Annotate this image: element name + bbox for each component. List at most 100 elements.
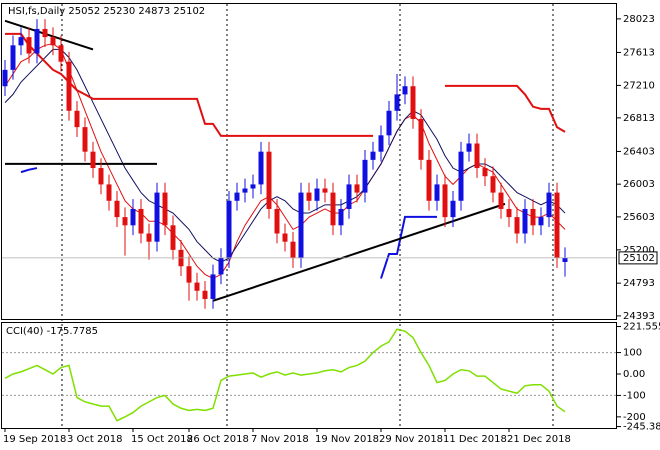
- indicator-line: [4, 48, 566, 263]
- candle-body: [138, 208, 144, 234]
- candle-body: [90, 151, 96, 169]
- candle-body: [74, 110, 80, 128]
- candle-body: [234, 192, 240, 201]
- candle-body: [242, 188, 248, 193]
- candle-body: [458, 151, 464, 201]
- x-tick-label: 3 Oct 2018: [67, 434, 122, 445]
- candle-body: [218, 258, 224, 275]
- cci-tick-label: -100: [623, 390, 646, 401]
- candle-body: [538, 217, 544, 226]
- candle-body: [226, 200, 232, 259]
- y-tick-label: 26813: [623, 113, 655, 124]
- y-tick-label: 25200: [623, 245, 655, 256]
- cci-tick-label: -200: [623, 412, 646, 423]
- candle-body: [2, 69, 8, 87]
- x-tick-label: 29 Nov 2018: [379, 434, 443, 445]
- y-tick-label: 24393: [623, 311, 655, 322]
- y-tick-label: 25603: [623, 212, 655, 223]
- candle-body: [106, 184, 112, 201]
- candle-body: [338, 208, 344, 226]
- candle-body: [210, 274, 216, 299]
- candle-body: [306, 192, 312, 201]
- candle-body: [410, 86, 416, 119]
- candle-body: [154, 192, 160, 242]
- candle-body: [130, 208, 136, 226]
- candle-body: [58, 45, 64, 62]
- candle-body: [314, 188, 320, 201]
- cci-title: CCI(40) -175.7785: [6, 326, 98, 337]
- candle-body: [514, 217, 520, 234]
- cci-tick-label: 100: [623, 348, 642, 359]
- candle-body: [18, 37, 24, 46]
- candle-body: [282, 233, 288, 242]
- candle-body: [290, 241, 296, 259]
- candle-body: [26, 37, 32, 54]
- candle-body: [482, 168, 488, 177]
- candle-body: [442, 184, 448, 218]
- x-tick-label: 15 Oct 2018: [131, 434, 193, 445]
- candle-body: [322, 188, 328, 193]
- candle-body: [258, 151, 264, 185]
- candle-body: [42, 28, 48, 38]
- candle-body: [50, 37, 56, 46]
- candle-body: [146, 233, 152, 242]
- candle-body: [162, 192, 168, 226]
- y-tick-label: 27613: [623, 47, 655, 58]
- y-tick-label: 26403: [623, 146, 655, 157]
- candle-body: [554, 192, 560, 259]
- y-tick-label: 28023: [623, 14, 655, 25]
- cci-tick-label: 221.5552: [623, 322, 660, 333]
- candle-body: [474, 143, 480, 169]
- y-tick-label: 27210: [623, 80, 655, 91]
- candle-body: [394, 94, 400, 111]
- price-panel: [1, 3, 617, 320]
- x-tick-label: 19 Nov 2018: [315, 434, 379, 445]
- candle-body: [370, 151, 376, 160]
- candle-body: [402, 86, 408, 95]
- candle-body: [426, 159, 432, 201]
- candle-body: [466, 143, 472, 152]
- candle-body: [66, 61, 72, 111]
- trendline: [4, 19, 94, 51]
- candle-body: [34, 28, 40, 54]
- candle-body: [114, 200, 120, 218]
- candle-body: [530, 208, 536, 226]
- last-price-label: 25102: [623, 253, 655, 264]
- candle-body: [10, 45, 16, 70]
- x-tick-label: 11 Dec 2018: [443, 434, 507, 445]
- candle-body: [506, 208, 512, 218]
- candle-body: [298, 192, 304, 259]
- cci-line: [4, 328, 566, 422]
- x-tick-label: 7 Nov 2018: [251, 434, 309, 445]
- indicator-line: [5, 32, 566, 137]
- chart-title: HSI,fs,Daily 25052 25230 24873 25102: [8, 6, 205, 17]
- candle-body: [562, 257, 568, 262]
- candle-body: [202, 290, 208, 299]
- cci-tick-label: -245.384: [623, 422, 660, 433]
- y-tick-label: 24793: [623, 278, 655, 289]
- candle-body: [186, 266, 192, 283]
- candle-body: [98, 168, 104, 185]
- candle-body: [418, 118, 424, 160]
- candle-body: [266, 151, 272, 209]
- cci-tick-label: 0.00: [623, 369, 645, 380]
- candle-body: [378, 135, 384, 152]
- candle-body: [274, 208, 280, 234]
- x-tick-label: 21 Dec 2018: [507, 434, 571, 445]
- x-tick-label: 19 Sep 2018: [3, 434, 66, 445]
- candle-body: [250, 184, 256, 189]
- cci-panel: [1, 322, 617, 429]
- candle-body: [450, 200, 456, 218]
- indicator-line: [20, 167, 437, 279]
- candle-body: [330, 192, 336, 226]
- trendline: [212, 202, 506, 302]
- candle-body: [194, 282, 200, 291]
- x-tick-label: 26 Oct 2018: [187, 434, 249, 445]
- candle-body: [434, 184, 440, 201]
- candle-body: [546, 192, 552, 218]
- candle-body: [522, 208, 528, 234]
- last-price-box: [618, 251, 658, 265]
- candle-body: [490, 176, 496, 193]
